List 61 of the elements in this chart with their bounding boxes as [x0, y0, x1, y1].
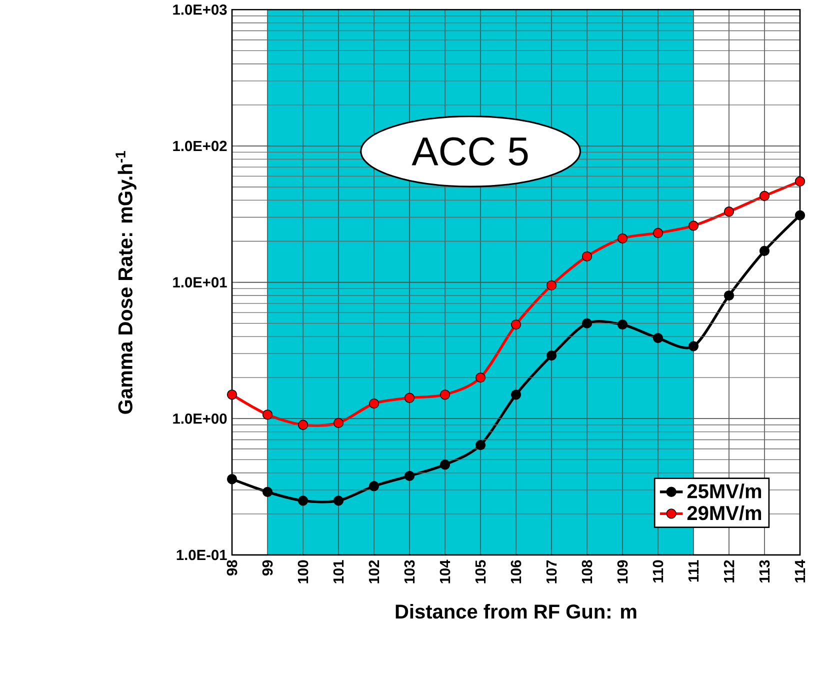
point	[688, 220, 699, 231]
x-tick-label: 107	[546, 560, 557, 584]
point	[546, 280, 557, 290]
x-tick-label: 113	[759, 560, 770, 582]
point	[652, 228, 664, 238]
x-tick-label: 109	[617, 560, 628, 584]
x-tick-label: 99	[262, 560, 273, 576]
point	[262, 409, 273, 420]
x-tick-label: 114	[794, 560, 806, 582]
y-axis-title: Gamma Dose Rate: mGy.h$^{-1}$	[116, 150, 136, 414]
point	[368, 480, 380, 492]
x-tick-label: 102	[368, 560, 380, 584]
point	[724, 290, 734, 300]
point	[226, 474, 238, 484]
point	[440, 459, 450, 470]
point	[510, 319, 522, 330]
point	[582, 251, 592, 262]
x-axis-title: Distance from RF Gun: m	[396, 604, 636, 619]
x-tick-label: 112	[724, 560, 734, 582]
point	[298, 420, 308, 430]
y-tick-label: 1.0E+01	[173, 276, 227, 288]
point	[262, 486, 273, 497]
y-tick-label: 1.0E-01	[176, 550, 227, 560]
point	[368, 398, 380, 408]
x-tick-label: 110	[652, 560, 664, 582]
point	[724, 206, 734, 217]
x-tick-label: 105	[475, 560, 486, 584]
point	[404, 392, 415, 403]
legend-label: 25MV/m	[687, 483, 762, 498]
point	[333, 418, 344, 428]
x-tick-label: 98	[226, 560, 238, 576]
y-tick-label: 1.0E+02	[173, 140, 227, 152]
x-tick-label: 106	[510, 560, 522, 584]
point	[652, 332, 664, 343]
point	[617, 233, 628, 244]
point	[510, 389, 522, 400]
point	[440, 389, 450, 400]
point	[333, 496, 344, 506]
point	[475, 440, 486, 450]
x-tick-label: 108	[582, 560, 592, 584]
x-tick-label: 100	[298, 560, 308, 584]
point	[617, 319, 628, 330]
point	[546, 350, 557, 361]
x-tick-label: 104	[440, 560, 450, 584]
y-tick-label: 1.0E+03	[173, 4, 227, 15]
annotation: ACC 5	[412, 137, 528, 166]
x-tick-label: 101	[333, 560, 344, 584]
legend-label: 29MV/m	[687, 505, 762, 520]
x-tick-label: 111	[688, 560, 699, 582]
point	[794, 176, 806, 186]
point	[404, 470, 415, 481]
point	[582, 318, 592, 328]
x-tick-label: 103	[404, 560, 415, 584]
point	[298, 496, 308, 506]
point	[794, 210, 806, 220]
point	[759, 190, 770, 201]
point	[688, 340, 699, 352]
point	[226, 389, 238, 400]
point	[475, 372, 486, 383]
y-tick-label: 1.0E+00	[173, 413, 227, 424]
point	[759, 246, 770, 256]
